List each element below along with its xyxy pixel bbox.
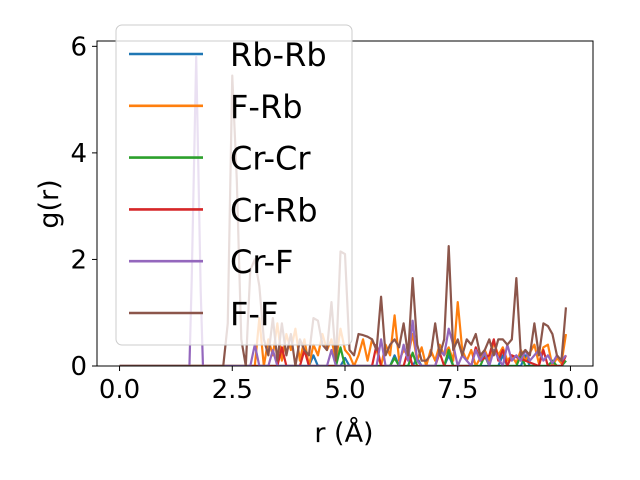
axes: 0.0 2.5 5.0 7.5 10.0 0 2 4 6 [70,32,599,405]
legend-label: Cr-F [230,243,293,281]
legend-label: F-F [230,295,278,333]
series-line-cr-f [119,55,567,366]
series-line-f-f [119,74,568,366]
legend: Rb-Rb F-Rb Cr-Cr Cr-Rb Cr-F F-F [115,24,353,346]
legend-label: Cr-Rb [230,191,318,229]
legend-label: Cr-Cr [230,140,311,178]
y-axis-label: g(r) [34,179,65,228]
x-tick-label: 10.0 [542,375,600,405]
x-tick-label: 5.0 [324,375,365,405]
x-tick-label: 0.0 [99,375,140,405]
y-tick-label: 2 [70,245,87,275]
plot-area [119,55,568,366]
legend-label: Rb-Rb [230,36,327,74]
x-tick-label: 2.5 [212,375,253,405]
series-line-cr-rb [119,338,567,366]
y-tick-label: 6 [70,32,87,62]
x-axis-label: r (Å) [314,417,373,449]
y-tick-label: 0 [70,352,87,382]
x-tick-label: 7.5 [437,375,478,405]
legend-label: F-Rb [230,88,303,126]
y-tick-label: 4 [70,139,87,169]
